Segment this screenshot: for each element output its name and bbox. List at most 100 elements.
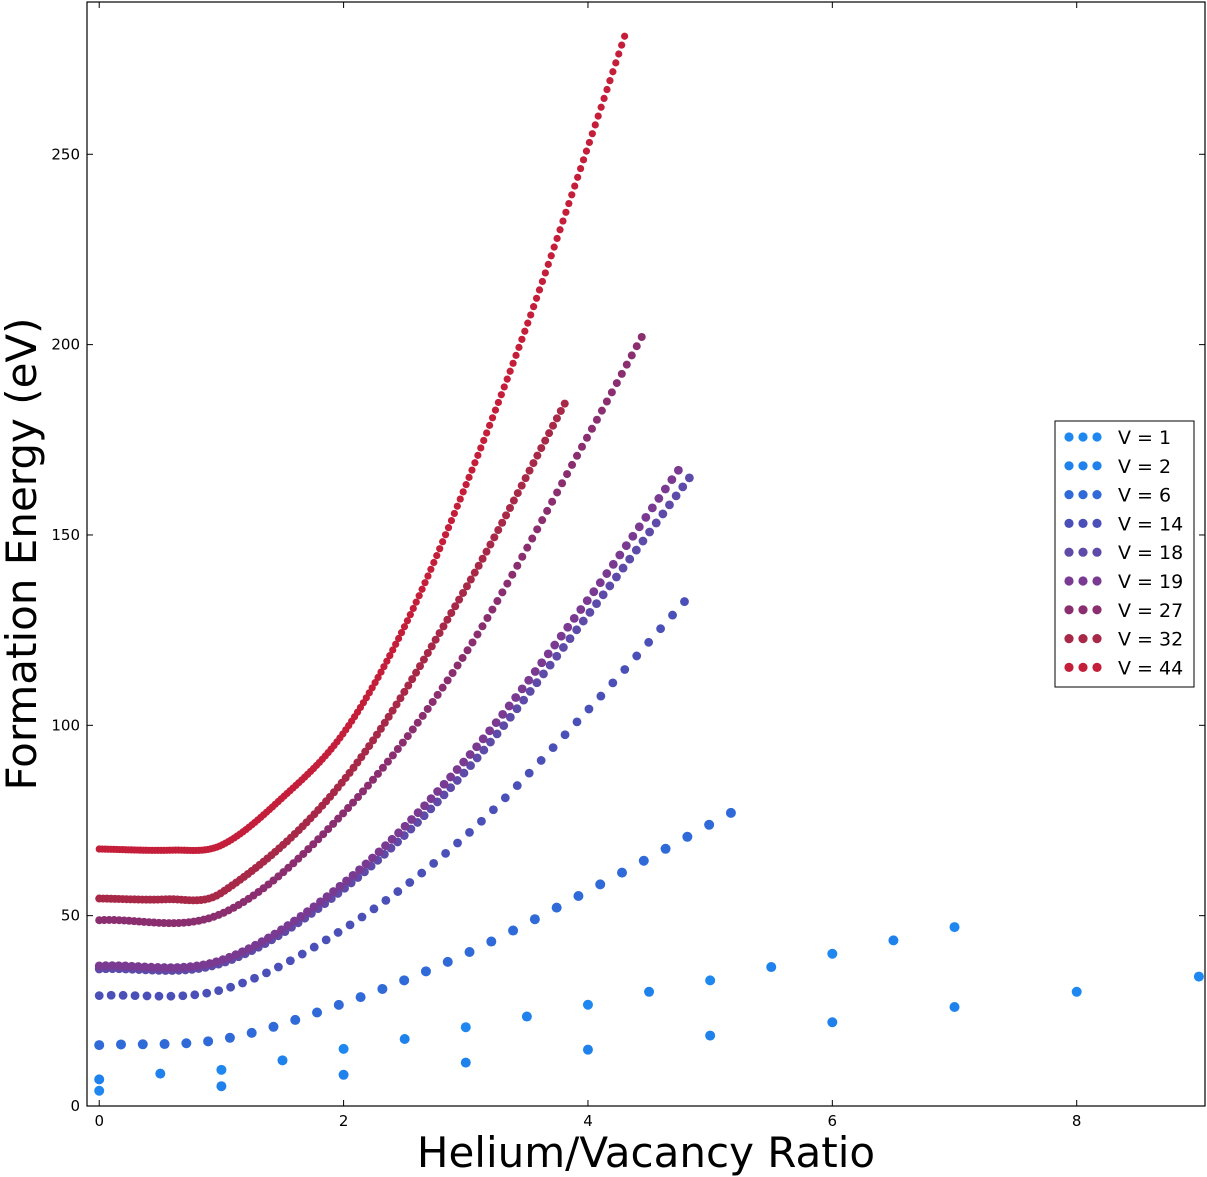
data-point	[521, 474, 530, 483]
data-point	[654, 494, 664, 503]
data-point	[203, 1036, 214, 1047]
data-point	[503, 579, 512, 588]
data-point	[615, 550, 625, 560]
data-point	[309, 840, 318, 849]
data-point	[569, 613, 579, 623]
data-point	[545, 429, 554, 438]
data-point	[309, 942, 319, 952]
data-point	[518, 552, 527, 561]
data-point	[521, 327, 529, 335]
data-point	[94, 991, 104, 1000]
data-point	[155, 1068, 166, 1079]
data-point	[438, 683, 447, 692]
legend-marker	[1078, 576, 1088, 586]
legend-label: V = 44	[1118, 657, 1183, 679]
data-point	[638, 536, 648, 546]
data-point	[426, 794, 436, 804]
data-point	[451, 602, 460, 611]
data-point	[602, 569, 612, 578]
data-point	[480, 436, 488, 445]
data-point	[159, 963, 169, 972]
data-point	[596, 691, 606, 701]
data-point	[485, 726, 495, 736]
legend-marker	[1092, 547, 1102, 557]
data-point	[766, 962, 777, 973]
data-point	[465, 473, 473, 481]
data-point	[447, 516, 456, 525]
x-tick-label: 8	[1072, 1112, 1082, 1130]
data-point	[498, 518, 507, 527]
data-point	[442, 956, 453, 967]
data-point	[463, 646, 472, 655]
data-point	[587, 424, 596, 433]
data-point	[453, 661, 462, 670]
data-point	[396, 694, 405, 703]
data-point	[459, 768, 469, 778]
data-point	[533, 525, 542, 534]
data-point	[504, 701, 514, 711]
legend-label: V = 14	[1118, 513, 1183, 535]
data-point	[319, 830, 328, 839]
data-point	[524, 675, 534, 685]
data-point	[355, 865, 364, 875]
data-point	[572, 717, 582, 727]
data-point	[682, 831, 693, 842]
data-point	[458, 653, 467, 662]
data-point	[548, 497, 557, 506]
data-point	[556, 631, 566, 641]
data-point	[466, 575, 475, 584]
data-point	[314, 835, 323, 844]
data-point	[393, 745, 402, 754]
data-point	[456, 495, 464, 503]
data-point	[612, 379, 621, 388]
data-point	[452, 776, 462, 785]
data-point	[448, 668, 457, 677]
data-point	[632, 342, 641, 351]
data-point	[297, 949, 307, 959]
legend-marker	[1064, 605, 1074, 615]
data-point	[400, 821, 410, 831]
data-point	[645, 527, 654, 537]
data-point	[508, 570, 517, 579]
data-point	[673, 465, 683, 475]
legend-marker	[1064, 461, 1074, 471]
data-point	[446, 772, 456, 782]
data-point	[492, 729, 502, 739]
data-point	[602, 397, 611, 406]
legend-marker	[1078, 547, 1088, 557]
data-point	[277, 1055, 288, 1066]
data-point	[549, 421, 558, 430]
data-point	[545, 660, 555, 670]
data-point	[312, 1007, 323, 1018]
legend-marker	[1064, 432, 1074, 442]
data-point	[705, 975, 716, 986]
data-point	[668, 610, 677, 620]
data-point	[509, 496, 518, 505]
data-point	[622, 360, 631, 369]
data-point	[383, 657, 391, 665]
data-point	[594, 112, 602, 120]
data-point	[446, 783, 456, 793]
data-point	[376, 724, 385, 733]
data-point	[552, 651, 562, 661]
data-point	[427, 642, 436, 651]
y-axis-title: Formation Energy (eV)	[0, 317, 46, 790]
data-point	[518, 335, 526, 343]
legend-label: V = 18	[1118, 542, 1183, 564]
data-point	[651, 518, 661, 528]
data-point	[565, 634, 575, 644]
data-point	[483, 614, 492, 623]
legend-marker	[1064, 547, 1074, 557]
series-v-6	[94, 807, 736, 1051]
series-v-14	[94, 597, 689, 1001]
data-point	[333, 928, 343, 937]
data-point	[412, 598, 420, 606]
data-point	[465, 827, 474, 837]
data-point	[405, 878, 415, 887]
data-point	[888, 935, 899, 946]
data-point	[384, 712, 393, 721]
data-point	[368, 853, 377, 863]
data-point	[140, 962, 150, 972]
data-point	[524, 319, 532, 327]
data-point	[464, 946, 475, 957]
